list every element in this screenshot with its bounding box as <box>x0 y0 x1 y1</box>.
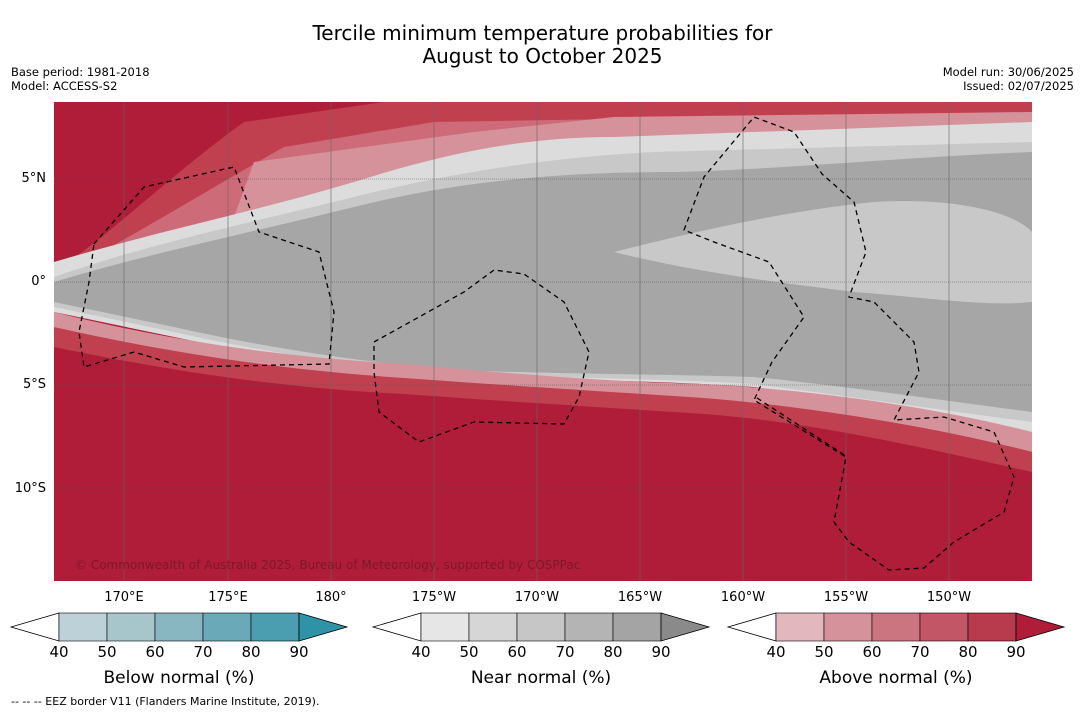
cb-below-swatch-3 <box>202 612 252 642</box>
cb-near-swatch-0 <box>420 612 470 642</box>
model-run: Model run: 30/06/2025 <box>942 65 1074 79</box>
lat-label-5n: 5°N <box>21 171 47 186</box>
cb-near-swatch-1 <box>468 612 518 642</box>
cb-near-title: Near normal (%) <box>470 668 612 688</box>
lat-label-10s: 10°S <box>14 481 46 496</box>
cb-near-swatch-3 <box>564 612 614 642</box>
eez-note: -- -- -- EEZ border V11 (Flanders Marine… <box>11 695 320 708</box>
cb-above-swatch-4 <box>967 612 1017 642</box>
lon-label-170w: 170°W <box>514 590 560 605</box>
cb-above-tick-60: 60 <box>862 643 882 661</box>
above-normal-50-south <box>54 312 1032 452</box>
cb-above-tick-70: 70 <box>910 643 930 661</box>
copyright-note: © Commonwealth of Australia 2025, Bureau… <box>75 558 581 572</box>
cb-near-tick-70: 70 <box>555 643 575 661</box>
cb-near-high-arrow <box>660 612 711 642</box>
cb-below-tick-80: 80 <box>241 643 261 661</box>
above-normal-70-south <box>54 327 1032 472</box>
lon-label-150w: 150°W <box>926 590 972 605</box>
cb-below-swatch-0 <box>58 612 108 642</box>
map-gridlines <box>54 178 1032 489</box>
cb-above-high-arrow <box>1015 612 1066 642</box>
cb-above-tick-90: 90 <box>1006 643 1026 661</box>
cb-below-low-arrow <box>9 612 60 642</box>
title-line-2: August to October 2025 <box>422 44 663 68</box>
cb-near-tick-60: 60 <box>507 643 527 661</box>
map-title: Tercile minimum temperature probabilitie… <box>0 22 1085 68</box>
cb-below-tick-90: 90 <box>289 643 309 661</box>
cb-below-swatch-2 <box>154 612 204 642</box>
cb-below-tick-40: 40 <box>49 643 69 661</box>
lon-label-155w: 155°W <box>823 590 869 605</box>
lon-label-180: 180° <box>315 590 347 605</box>
cb-above-swatch-3 <box>919 612 969 642</box>
cb-below-title: Below normal (%) <box>103 668 255 688</box>
cb-near-swatch-4 <box>612 612 662 642</box>
meta-right: Model run: 30/06/2025 Issued: 02/07/2025 <box>943 65 1074 93</box>
lon-label-170e: 170°E <box>104 590 144 605</box>
base-period: Base period: 1981-2018 <box>11 65 150 79</box>
model-name: Model: ACCESS-S2 <box>11 79 118 93</box>
cb-below-tick-60: 60 <box>145 643 165 661</box>
title-line-1: Tercile minimum temperature probabilitie… <box>312 21 773 45</box>
cb-below-tick-50: 50 <box>97 643 117 661</box>
cb-below-tick-70: 70 <box>193 643 213 661</box>
cb-near-tick-50: 50 <box>459 643 479 661</box>
cb-above-tick-50: 50 <box>814 643 834 661</box>
cb-near-tick-80: 80 <box>603 643 623 661</box>
lon-label-165w: 165°W <box>617 590 663 605</box>
cb-above-swatch-1 <box>823 612 873 642</box>
colorbar-legends <box>9 612 1066 642</box>
cb-above-tick-80: 80 <box>958 643 978 661</box>
meta-left: Base period: 1981-2018 Model: ACCESS-S2 <box>11 65 150 93</box>
cb-near-swatch-2 <box>516 612 566 642</box>
cb-above-swatch-2 <box>871 612 921 642</box>
lon-label-160w: 160°W <box>720 590 766 605</box>
cb-near-low-arrow <box>371 612 422 642</box>
cb-above-swatch-0 <box>775 612 825 642</box>
cb-near-tick-40: 40 <box>411 643 431 661</box>
cb-below-swatch-4 <box>250 612 300 642</box>
near-normal-60-patch <box>614 201 1032 304</box>
cb-below-swatch-1 <box>106 612 156 642</box>
map-meridians <box>123 102 950 581</box>
probability-map <box>54 102 1032 581</box>
lat-label-0: 0° <box>31 274 46 289</box>
cb-above-low-arrow <box>726 612 777 642</box>
cb-above-title: Above normal (%) <box>819 668 973 688</box>
eez-borders <box>78 116 1015 571</box>
lat-label-5s: 5°S <box>22 377 46 392</box>
lon-label-175e: 175°E <box>208 590 248 605</box>
lon-label-175w: 175°W <box>411 590 457 605</box>
cb-above-tick-40: 40 <box>766 643 786 661</box>
cb-near-tick-90: 90 <box>651 643 671 661</box>
issued-date: Issued: 02/07/2025 <box>963 79 1074 93</box>
cb-below-high-arrow <box>298 612 349 642</box>
